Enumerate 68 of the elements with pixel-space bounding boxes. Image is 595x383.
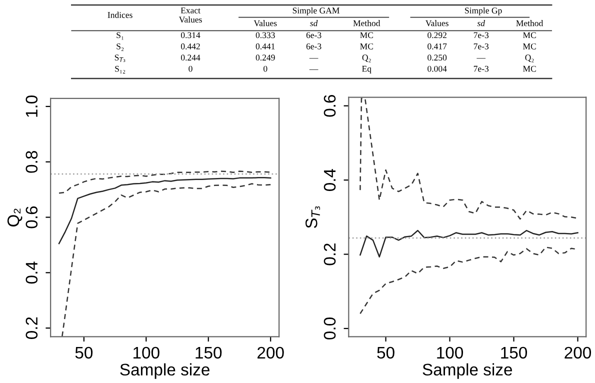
line-series — [360, 230, 578, 258]
y-tick-label: 0.2 — [26, 317, 38, 339]
text: Simple Gp — [465, 7, 502, 16]
text: S₁ — [116, 32, 124, 40]
y-tick-label: 0.0 — [324, 318, 336, 340]
text: S₂ — [116, 43, 124, 52]
text: — — [476, 58, 486, 59]
text: MC — [522, 32, 536, 38]
text: 7e-3 — [474, 43, 489, 50]
text: Method — [353, 20, 380, 26]
text: 0.249 — [256, 54, 275, 61]
text: Q₂ — [362, 54, 371, 62]
text: Q₂ — [525, 54, 534, 62]
text: Values — [254, 20, 277, 26]
x-tick-label: 200 — [564, 346, 592, 359]
x-tick-label: 50 — [75, 346, 93, 359]
text: MC — [522, 66, 536, 72]
text: 0.417 — [428, 43, 447, 50]
text: — — [309, 58, 318, 59]
x-tick-label: 150 — [501, 346, 528, 359]
y-tick-label: 0.8 — [26, 151, 38, 173]
y-tick-label: 0.2 — [324, 244, 336, 266]
text: 0.441 — [256, 43, 275, 50]
y-tick-label: 0.6 — [324, 94, 336, 117]
text: MC — [360, 43, 373, 50]
x-tick-label: 200 — [258, 346, 284, 359]
x-tick-label: 100 — [134, 346, 160, 359]
text: sd — [477, 20, 486, 26]
text: S₁₂ — [115, 66, 126, 74]
text: 0.004 — [428, 66, 447, 72]
text: 7e-3 — [474, 66, 489, 72]
line-series — [360, 98, 578, 220]
text: 0.250 — [428, 54, 447, 61]
text: Exact Values — [178, 8, 202, 23]
text: MC — [522, 43, 536, 50]
text: S$_{T₃}$ — [114, 54, 126, 62]
x-tick-label: 150 — [196, 346, 222, 359]
text: 0.333 — [256, 32, 275, 38]
text: sd — [310, 20, 318, 26]
text: 6e-3 — [306, 32, 322, 38]
y-tick-label: 1.0 — [26, 96, 38, 117]
text: Values — [426, 20, 448, 26]
text: 0.244 — [181, 54, 200, 61]
x-axis-title: Sample size — [422, 363, 512, 379]
text: 6e-3 — [306, 43, 322, 50]
y-axis-title: S$_{T₃}$ — [306, 206, 320, 228]
text: 0.292 — [428, 32, 446, 38]
y-tick-label: 0.4 — [324, 168, 336, 191]
x-tick-label: 100 — [437, 346, 464, 359]
text: Simple GAM — [292, 7, 340, 16]
text: — — [309, 69, 318, 70]
text: 0 — [264, 66, 268, 72]
line-series — [62, 183, 272, 337]
x-tick-label: 50 — [377, 346, 394, 359]
text: Eq — [362, 66, 372, 74]
text: MC — [360, 32, 373, 38]
line-series — [58, 177, 272, 244]
y-tick-label: 0.4 — [26, 262, 38, 284]
text: 0.314 — [181, 32, 200, 38]
y-axis-title: Q₂ — [7, 208, 22, 226]
text: 7e-3 — [474, 32, 489, 38]
x-axis-title: Sample size — [120, 363, 210, 379]
y-tick-label: 0.6 — [26, 206, 38, 228]
text: 0.442 — [181, 43, 200, 50]
text: Indices — [108, 12, 132, 18]
text: 0 — [188, 66, 192, 72]
text: Method — [516, 20, 544, 26]
line-series — [58, 170, 272, 194]
